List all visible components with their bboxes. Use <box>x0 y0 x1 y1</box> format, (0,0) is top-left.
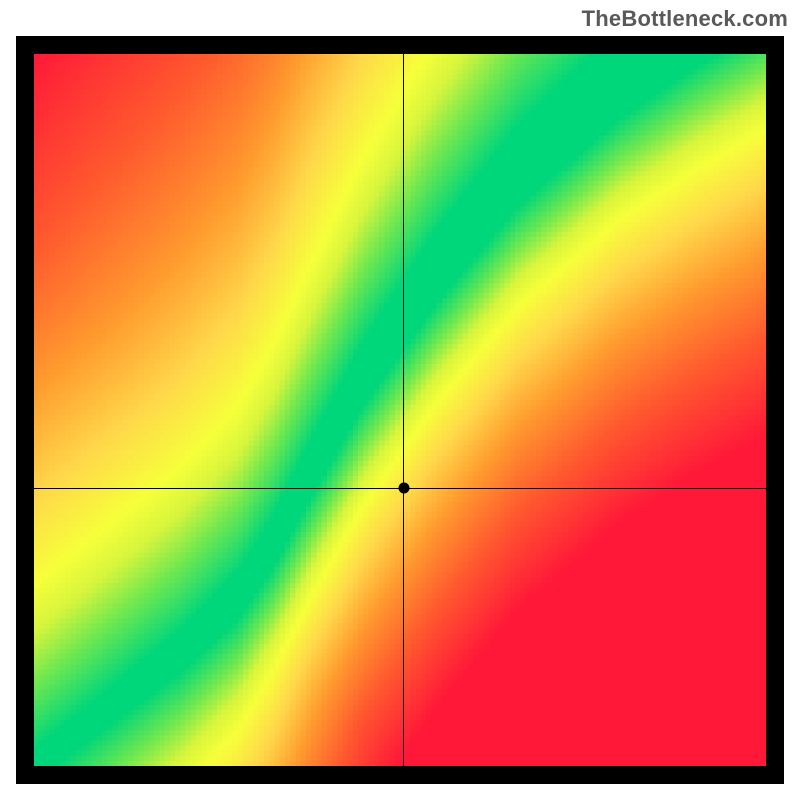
plot-area <box>34 54 766 766</box>
crosshair-vertical <box>403 54 404 766</box>
crosshair-marker <box>398 483 409 494</box>
heatmap-canvas <box>34 54 766 766</box>
watermark-text: TheBottleneck.com <box>582 6 788 32</box>
plot-frame <box>16 36 784 784</box>
